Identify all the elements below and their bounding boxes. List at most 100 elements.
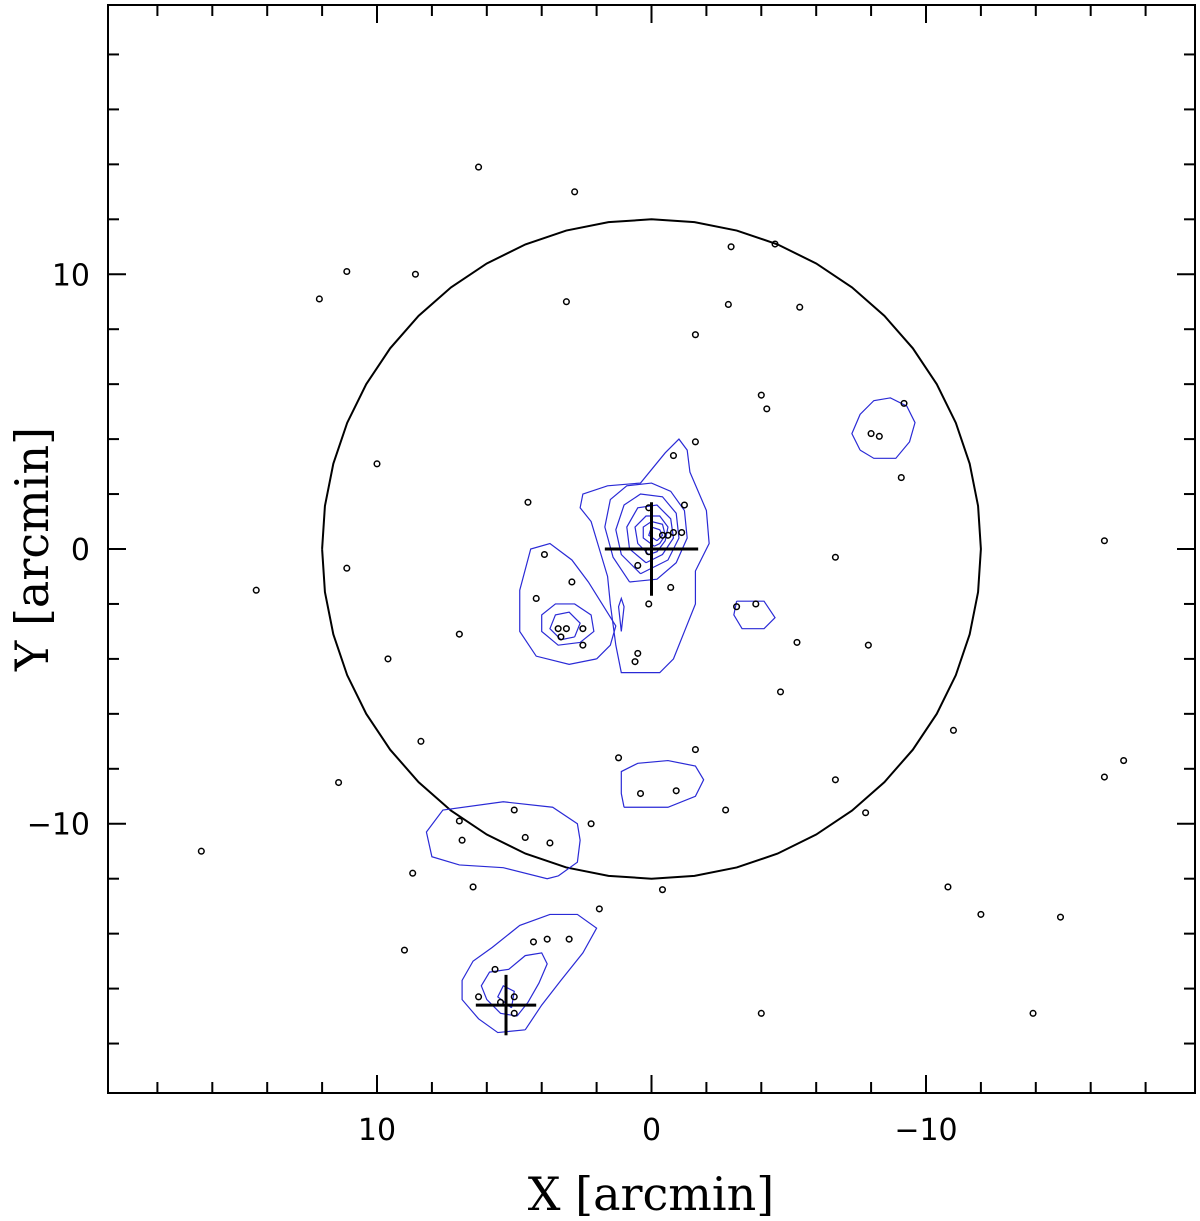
contour-line: [541, 603, 595, 646]
contour-line: [425, 801, 581, 880]
galaxy-point: [645, 504, 653, 512]
galaxy-point: [669, 528, 678, 537]
galaxy-point: [411, 270, 419, 278]
galaxy-point: [510, 993, 518, 1001]
galaxy-point: [1029, 1009, 1037, 1017]
galaxy-point: [557, 633, 565, 641]
galaxy-point: [455, 630, 463, 638]
galaxy-point: [900, 399, 908, 407]
contour-line: [620, 759, 705, 808]
galaxy-point: [691, 438, 699, 446]
galaxy-point: [571, 188, 579, 196]
galaxy-point: [540, 550, 548, 559]
galaxy-point: [400, 946, 409, 954]
galaxy-point: [554, 625, 562, 633]
contour-line: [642, 520, 666, 547]
galaxy-point: [831, 553, 839, 561]
galaxy-point: [510, 806, 518, 814]
galaxy-point: [722, 806, 730, 814]
galaxy-point: [529, 938, 538, 946]
galaxy-point: [595, 905, 603, 913]
galaxy-point: [455, 817, 463, 825]
galaxy-point: [521, 833, 529, 842]
galaxy-point: [727, 243, 735, 251]
galaxy-point: [335, 778, 343, 787]
x-tick-label: 10: [358, 1113, 396, 1148]
galaxy-point: [793, 638, 801, 646]
galaxy-point: [875, 432, 883, 440]
galaxy-point: [458, 836, 466, 844]
contour-line: [851, 397, 916, 459]
galaxy-point: [1120, 757, 1128, 765]
galaxy-point: [831, 776, 839, 784]
galaxy-point: [409, 869, 417, 877]
galaxy-point: [615, 754, 623, 762]
contour-line: [579, 438, 710, 674]
x-tick-label: 0: [642, 1113, 661, 1148]
galaxy-point: [579, 625, 587, 633]
galaxy-point: [862, 809, 870, 817]
galaxy-point: [373, 460, 381, 468]
galaxy-point: [631, 658, 639, 666]
galaxy-point: [667, 583, 675, 592]
galaxy-point: [587, 820, 595, 828]
galaxy-point: [1056, 913, 1065, 921]
y-tick-label: −10: [27, 808, 90, 843]
contour-line: [461, 913, 598, 1034]
galaxy-point: [491, 965, 499, 973]
galaxy-point: [757, 1009, 765, 1017]
galaxy-point: [796, 303, 804, 311]
galaxy-point: [315, 295, 323, 303]
contour-line: [733, 600, 776, 630]
galaxy-point: [496, 998, 505, 1006]
galaxy-point: [565, 935, 573, 943]
galaxy-point: [897, 474, 905, 482]
y-tick-label: 10: [52, 258, 90, 293]
tick-labels: 10 0 −10 10 0 −10: [27, 258, 958, 1148]
density-contours: [425, 397, 916, 1034]
axis-ticks: [108, 5, 1195, 1093]
galaxy-point: [568, 578, 576, 586]
galaxy-point: [524, 498, 532, 506]
galaxy-point: [664, 531, 672, 539]
galaxy-point: [757, 391, 765, 399]
galaxy-point: [691, 746, 699, 754]
galaxy-point: [636, 789, 645, 798]
galaxy-point: [691, 331, 699, 339]
galaxy-points: [197, 163, 1128, 1017]
galaxy-point: [724, 300, 732, 309]
galaxy-point: [562, 298, 570, 306]
field-circle-layer: [321, 218, 982, 880]
galaxy-point: [543, 935, 551, 943]
center-crosses: [475, 502, 699, 1036]
galaxy-point: [510, 1009, 518, 1017]
contour-line: [519, 542, 617, 666]
galaxy-point: [532, 594, 540, 603]
galaxy-point: [475, 163, 483, 171]
galaxy-point: [645, 548, 653, 556]
galaxy-point: [678, 528, 686, 537]
x-axis-title: X [arcmin]: [528, 1167, 774, 1221]
galaxy-point: [752, 600, 760, 608]
galaxy-point: [469, 883, 477, 891]
galaxy-point: [579, 641, 587, 649]
galaxy-point: [672, 787, 680, 795]
galaxy-point: [949, 726, 957, 734]
galaxy-point: [944, 883, 952, 891]
y-axis-title: Y [arcmin]: [5, 427, 59, 672]
galaxy-point: [343, 267, 351, 276]
contour-line: [617, 596, 625, 632]
galaxy-point: [384, 655, 392, 663]
galaxy-point: [634, 561, 642, 570]
galaxy-point: [864, 641, 872, 649]
galaxy-point: [1100, 537, 1108, 545]
contour-line: [604, 482, 688, 583]
galaxy-point: [475, 993, 483, 1001]
contour-line: [480, 952, 548, 1017]
galaxy-point: [634, 649, 642, 657]
galaxy-point: [669, 452, 678, 460]
y-tick-label: 0: [71, 533, 90, 568]
x-tick-label: −10: [894, 1113, 957, 1148]
galaxy-point: [658, 886, 667, 894]
